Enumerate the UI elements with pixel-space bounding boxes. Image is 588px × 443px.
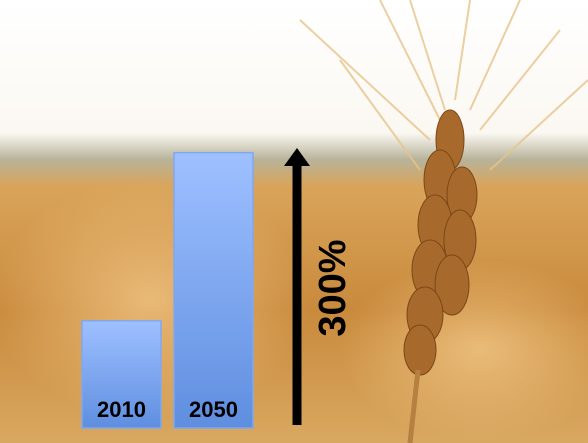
- arrow-head: [284, 148, 310, 166]
- bar: [173, 151, 254, 429]
- x-tick-label: 2050: [189, 397, 238, 422]
- x-tick-label: 2010: [97, 397, 146, 422]
- bar: [81, 320, 162, 429]
- annotation: 300%: [312, 239, 354, 336]
